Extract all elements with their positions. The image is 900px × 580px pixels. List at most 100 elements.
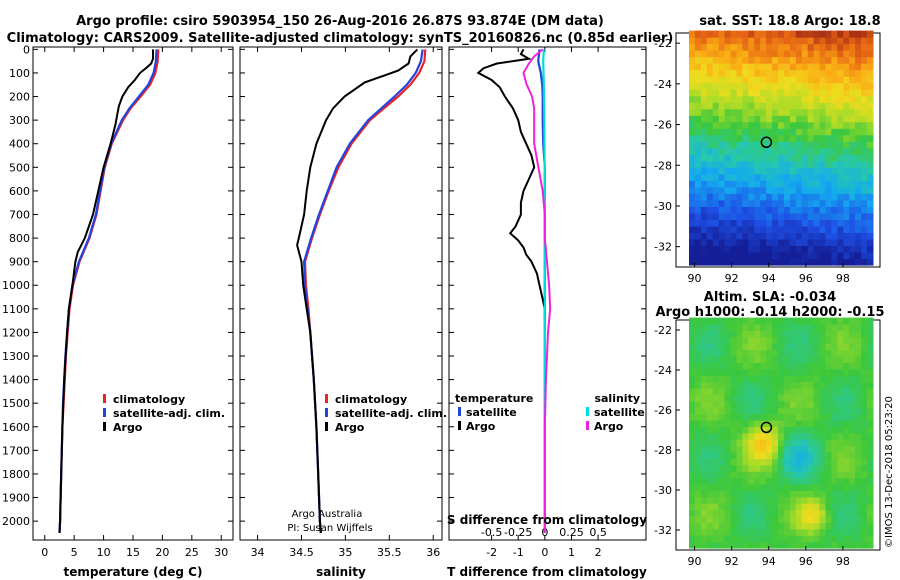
map-cell (843, 147, 850, 155)
map-cell (825, 439, 832, 447)
map-cell (760, 50, 767, 58)
map-cell (789, 400, 797, 408)
map-cell (801, 167, 809, 175)
map-cell (849, 141, 856, 149)
map-cell (867, 128, 874, 136)
legend-swatch-t-argo (458, 421, 461, 430)
map-cell (855, 154, 862, 162)
map-cell (724, 37, 732, 45)
map-cell (813, 193, 821, 201)
map-cell (849, 50, 856, 58)
map-cell (754, 368, 761, 376)
map-cell (712, 484, 720, 491)
map-cell (712, 108, 720, 116)
map-cell (849, 102, 856, 110)
map-cell (861, 420, 868, 427)
map-cell (754, 541, 761, 549)
map-cell (795, 464, 803, 472)
map-cell (831, 251, 838, 259)
map-cell (766, 388, 773, 395)
map-cell (819, 496, 826, 504)
map-cell (772, 219, 779, 227)
y-tick-label: 1200 (2, 326, 30, 339)
map-cell (742, 225, 749, 233)
map-cell (801, 381, 809, 389)
map-cell (778, 134, 785, 142)
map-cell (694, 173, 702, 181)
legend-heading-temperature: temperature (455, 392, 533, 405)
map-cell (819, 471, 826, 479)
map-cell (801, 541, 809, 549)
map-cell (807, 232, 815, 240)
map-cell (724, 356, 732, 363)
map-cell (837, 343, 844, 351)
map-cell (730, 400, 737, 408)
map-cell (861, 43, 868, 51)
map-cell (825, 349, 832, 357)
salinity-legend: climatology satellite-adj. clim. Argo (325, 393, 447, 434)
map-cell (819, 160, 826, 168)
map-cell (849, 496, 856, 504)
map-cell (867, 121, 874, 129)
map-cell (724, 69, 732, 77)
map-cell (813, 251, 821, 259)
map-cell (807, 471, 815, 479)
map-cell (855, 426, 862, 434)
map-cell (789, 50, 797, 58)
map-cell (754, 407, 761, 415)
map-cell (837, 115, 844, 123)
map-cell (825, 356, 832, 363)
map-cell (694, 496, 702, 504)
map-cell (849, 121, 856, 129)
map-cell (754, 76, 761, 84)
sla-map-cells (689, 317, 874, 549)
map-cell (748, 43, 755, 51)
map-cell (730, 458, 737, 466)
map-cell (760, 349, 767, 357)
map-cell (795, 516, 803, 523)
map-cell (772, 439, 779, 447)
map-cell (855, 516, 862, 523)
map-cell (831, 89, 838, 97)
map-cell (772, 160, 779, 168)
map-cell (849, 471, 856, 479)
map-cell (801, 413, 809, 421)
map-cell (772, 452, 779, 459)
series-line-s-argo (522, 48, 552, 533)
map-cell (807, 63, 815, 71)
map-cell (807, 121, 815, 129)
map-cell (712, 82, 720, 90)
map-cell (689, 30, 696, 38)
map-cell (724, 362, 732, 370)
map-cell (801, 95, 809, 103)
map-cell (783, 95, 791, 103)
map-cell (700, 516, 708, 523)
map-cell (855, 503, 862, 511)
map-cell (813, 108, 821, 116)
map-cell (825, 471, 832, 479)
map-cell (819, 445, 826, 453)
map-cell (718, 180, 726, 188)
legend-label-satellite: satellite-adj. clim. (335, 407, 447, 420)
map-cell (766, 206, 773, 214)
map-cell (813, 484, 821, 491)
map-cell (700, 180, 708, 188)
map-cell (689, 420, 696, 427)
map-cell (694, 82, 702, 90)
map-cell (819, 349, 826, 357)
map-cell (748, 56, 755, 64)
map-cell (801, 108, 809, 116)
map-cell (825, 330, 832, 338)
map-cell (867, 432, 874, 440)
map-cell (724, 206, 732, 214)
map-cell (861, 180, 868, 188)
map-cell (867, 180, 874, 188)
map-cell (819, 108, 826, 116)
map-cell (712, 258, 720, 266)
map-cell (807, 496, 815, 504)
map-cell (736, 199, 743, 207)
map-cell (724, 426, 732, 434)
map-cell (736, 432, 743, 440)
map-cell (724, 381, 732, 389)
map-cell (706, 324, 714, 331)
